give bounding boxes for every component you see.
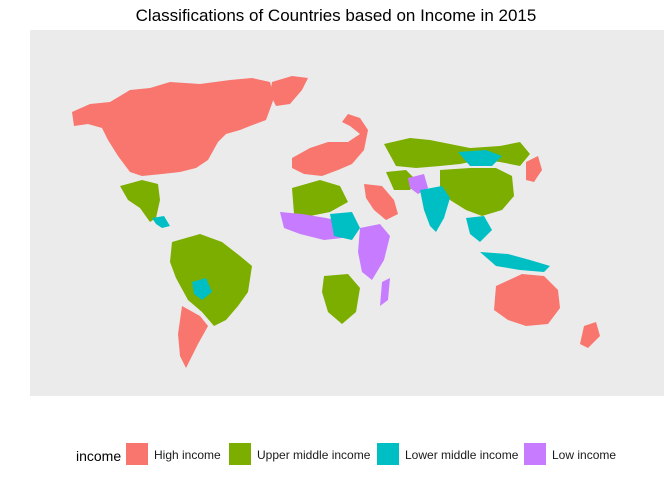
region-southeast-asia [466,216,492,242]
region-india [420,186,450,232]
region-north-america [72,78,274,176]
region-west-africa [280,212,344,240]
region-central-america [152,216,170,228]
legend-label-lower-middle-income: Lower middle income [405,448,519,462]
region-brazil [170,234,252,326]
region-mongolia [458,150,502,166]
region-north-africa [292,180,348,216]
legend-label-upper-middle-income: Upper middle income [257,448,371,462]
region-southern-africa [322,274,360,324]
legend: income High income Upper middle income L… [0,440,672,470]
region-china [440,168,514,216]
region-argentina [178,306,208,368]
region-east-africa [358,224,390,280]
world-map [72,76,600,368]
legend-title: income [76,448,122,464]
region-afghanistan [408,174,428,194]
region-middle-east [364,184,398,220]
region-russia [384,138,530,168]
region-new-zealand [580,322,600,348]
region-australia [494,274,560,326]
region-indonesia [480,252,550,272]
legend-label-high-income: High income [154,448,221,462]
legend-key-low-income [524,443,546,465]
region-japan [526,156,542,182]
legend-key-upper-middle-income [229,443,251,465]
region-greenland [270,76,308,106]
legend-key-lower-middle-income [377,443,399,465]
region-bolivia [192,278,212,300]
region-iran [386,170,416,190]
chart-title: Classifications of Countries based on In… [135,6,537,25]
legend-label-low-income: Low income [552,448,617,462]
region-central-africa [330,212,360,240]
region-madagascar [380,278,390,306]
map-panel [30,30,664,396]
region-europe [292,114,368,176]
legend-key-high-income [126,443,148,465]
region-mexico [120,180,160,222]
